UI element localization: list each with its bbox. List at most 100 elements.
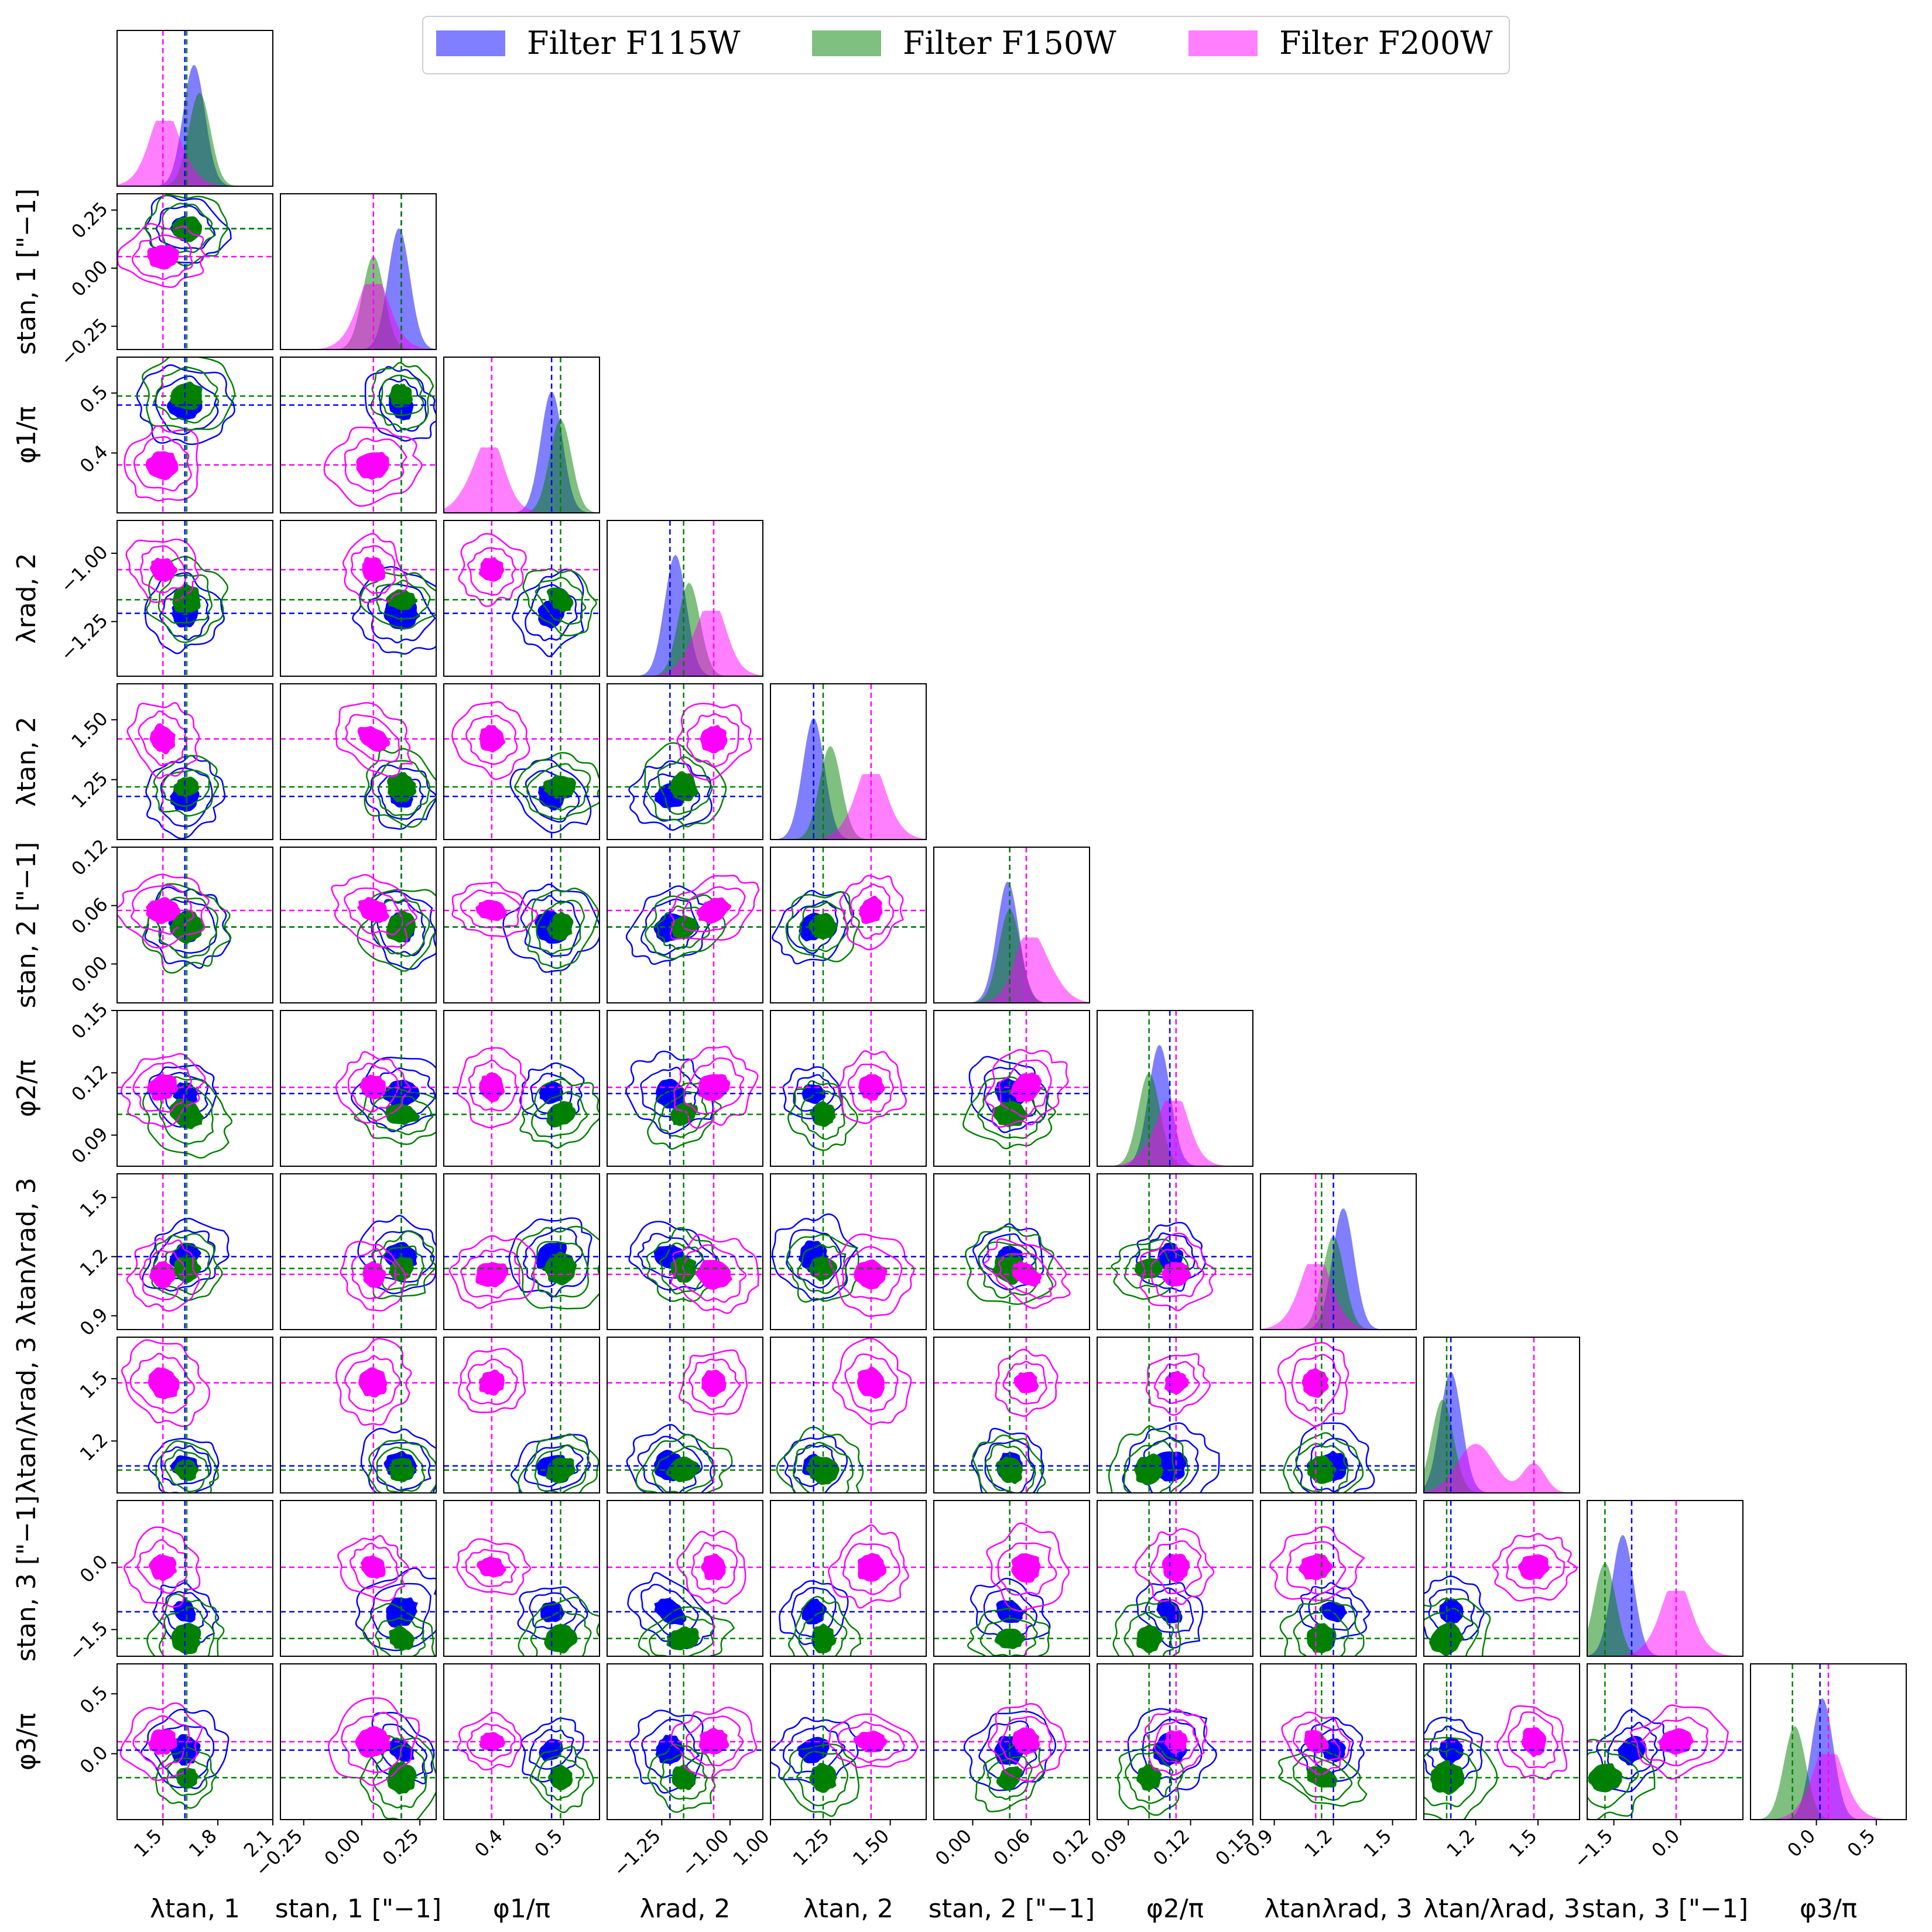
panel-5-4: [770, 847, 927, 1003]
x-tick-label: 1.5: [1505, 1825, 1542, 1862]
panel-7-1: [280, 1173, 437, 1330]
contour-outer: [1108, 1425, 1189, 1493]
contour-outer: [362, 1602, 436, 1656]
panel-body: [607, 1010, 763, 1166]
y-axis-label: stan, 1 ["−1]: [12, 189, 42, 355]
contour-core: [171, 1622, 201, 1654]
contour-inner: [535, 577, 587, 625]
contour-outer: [518, 1433, 600, 1493]
contour-inner: [467, 547, 517, 596]
contour-inner: [536, 899, 585, 955]
contour-outer: [965, 1225, 1054, 1305]
contour-outer: [142, 357, 236, 431]
contour-outer: [673, 1046, 759, 1129]
contour-outer: [1424, 1598, 1491, 1656]
contour-outer: [625, 1050, 715, 1135]
x-axis-label: λtanλrad, 3: [1264, 1894, 1412, 1924]
contour-outer: [514, 752, 600, 820]
panel-6-1: [280, 1010, 437, 1167]
y-tick-label: 0.15: [67, 998, 112, 1043]
contour-inner: [987, 1756, 1033, 1800]
panel-frame: [1423, 1500, 1580, 1657]
panel-frame: [1423, 1663, 1580, 1820]
panel-frame: [607, 683, 763, 840]
contour-outer: [370, 362, 434, 431]
marginal-filter-f150w: [1260, 1236, 1416, 1330]
panel-body: [770, 1010, 926, 1166]
panel-6-2: [443, 1010, 600, 1167]
contour-outer: [972, 1434, 1046, 1493]
legend-swatch: [436, 30, 505, 56]
x-tick-label: 0.4: [470, 1825, 507, 1862]
contour-core: [1307, 1623, 1337, 1654]
contour-outer: [626, 1424, 714, 1493]
contour-outer: [644, 742, 727, 828]
panel-1-1: [280, 193, 437, 350]
contour-outer: [788, 1596, 862, 1656]
x-axis-label: stan, 3 ["−1]: [1582, 1894, 1748, 1924]
contour-outer: [520, 1717, 584, 1783]
y-axis-label: λrad, 2: [12, 553, 42, 644]
panel-body: [117, 1174, 273, 1330]
contour-inner: [683, 1057, 745, 1115]
x-tick-label: 0.12: [1047, 1825, 1092, 1870]
panel-frame: [280, 683, 437, 840]
panel-body: [280, 847, 436, 1003]
panel-5-5: [933, 847, 1090, 1003]
contour-outer: [628, 760, 712, 831]
panel-9-7: [1260, 1500, 1417, 1657]
contour-inner: [659, 1242, 709, 1295]
x-tick-label: 0.0: [1783, 1825, 1820, 1862]
x-tick-label: −1.25: [609, 1825, 665, 1881]
panel-frame: [1587, 1663, 1743, 1820]
panel-frame: [607, 1010, 763, 1167]
contour-outer: [1283, 1432, 1364, 1493]
contour-outer: [645, 894, 726, 960]
panel-2-2: [443, 357, 600, 513]
panel-frame: [443, 1010, 600, 1167]
panel-frame: [443, 683, 600, 840]
panel-body: [934, 847, 1090, 1003]
contour-inner: [156, 896, 219, 959]
y-tick-label: 0.4: [76, 440, 112, 477]
marginal-filter-f150w: [1587, 1563, 1743, 1656]
panel-4-0: 1.25 1.50: [67, 683, 273, 840]
panel-frame: [117, 1337, 273, 1493]
panel-body: [1587, 1501, 1743, 1656]
contour-outer: [502, 883, 600, 973]
contour-inner: [160, 767, 213, 827]
y-tick-label: 0.12: [67, 835, 112, 880]
contour-outer: [988, 1703, 1067, 1782]
panel-frame: [280, 1173, 437, 1330]
contour-outer: [770, 1717, 859, 1784]
panel-5-0: 0.00 0.06 0.12: [67, 835, 273, 1003]
contour-outer: [342, 533, 409, 604]
panel-frame: [280, 357, 437, 513]
panel-body: [280, 684, 436, 840]
contour-inner: [842, 1543, 900, 1595]
panel-4-2: [443, 683, 600, 840]
contour-outer: [120, 1053, 206, 1128]
contour-inner: [468, 1059, 518, 1112]
contour-inner: [131, 234, 193, 280]
contour-inner: [460, 889, 521, 929]
panel-7-6: [1097, 1173, 1253, 1330]
contour-inner: [979, 1617, 1038, 1656]
contour-outer: [145, 755, 226, 840]
contour-outer: [1136, 1222, 1206, 1292]
contour-inner: [155, 375, 219, 436]
y-axis-label: λtan/λrad, 3: [12, 1337, 42, 1493]
contour-inner: [1145, 1587, 1194, 1633]
marginal-filter-f115w: [770, 718, 926, 840]
panel-7-5: [933, 1173, 1090, 1330]
y-tick-label: −1.25: [56, 609, 112, 665]
panel-3-3: [607, 520, 763, 677]
panel-frame: [1097, 1173, 1253, 1330]
contour-inner: [657, 756, 713, 815]
y-tick-label: 1.25: [67, 767, 112, 812]
panel-frame: [117, 1500, 273, 1657]
x-axis-label: λrad, 2: [640, 1894, 731, 1924]
contour-core: [672, 1764, 696, 1790]
contour-inner: [525, 584, 578, 642]
contour-inner: [999, 1716, 1053, 1770]
